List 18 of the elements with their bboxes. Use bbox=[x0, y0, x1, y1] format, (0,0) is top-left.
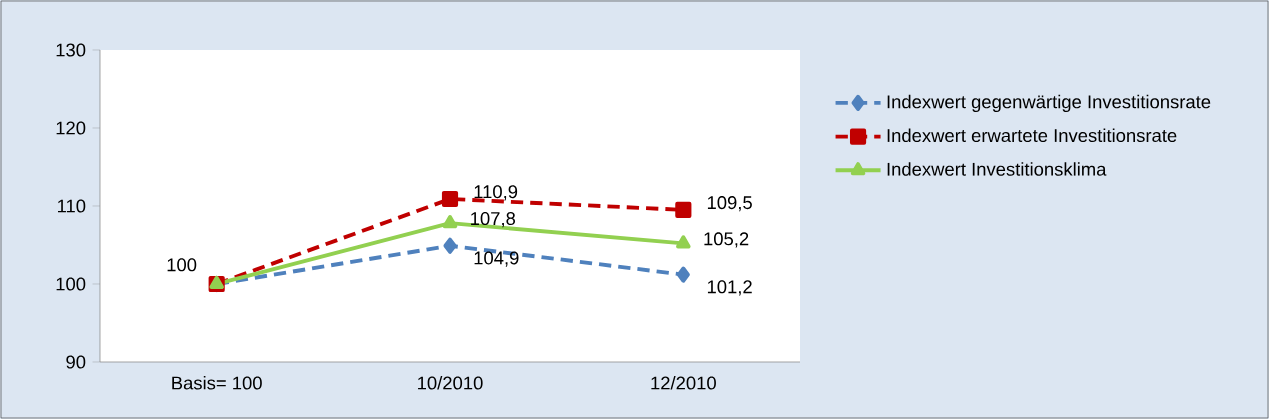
legend-label: Indexwert erwartete Investitionsrate bbox=[887, 128, 1177, 143]
data-label: 110,9 bbox=[474, 185, 518, 201]
data-label: 109,5 bbox=[707, 196, 752, 212]
data-label: 107,8 bbox=[471, 212, 516, 228]
x-tick-label: Basis= 100 bbox=[172, 375, 262, 390]
y-tick-label: 110 bbox=[58, 199, 86, 213]
legend-label: Indexwert Investitionsklima bbox=[887, 162, 1107, 176]
legend-label: Indexwert gegenwärtige Investitionsrate bbox=[887, 94, 1211, 113]
y-tick-label: 90 bbox=[66, 355, 86, 369]
y-tick-label: 120 bbox=[56, 121, 86, 135]
data-label: 104,9 bbox=[474, 251, 519, 267]
y-tick-label: 130 bbox=[56, 43, 86, 57]
x-tick-label: 12/2010 bbox=[651, 375, 716, 390]
x-tick-label: 10/2010 bbox=[418, 375, 483, 390]
data-label: 100 bbox=[167, 258, 197, 272]
y-tick-label: 100 bbox=[56, 277, 86, 291]
data-label: 101,2 bbox=[707, 280, 752, 296]
data-label: 105,2 bbox=[704, 232, 749, 248]
